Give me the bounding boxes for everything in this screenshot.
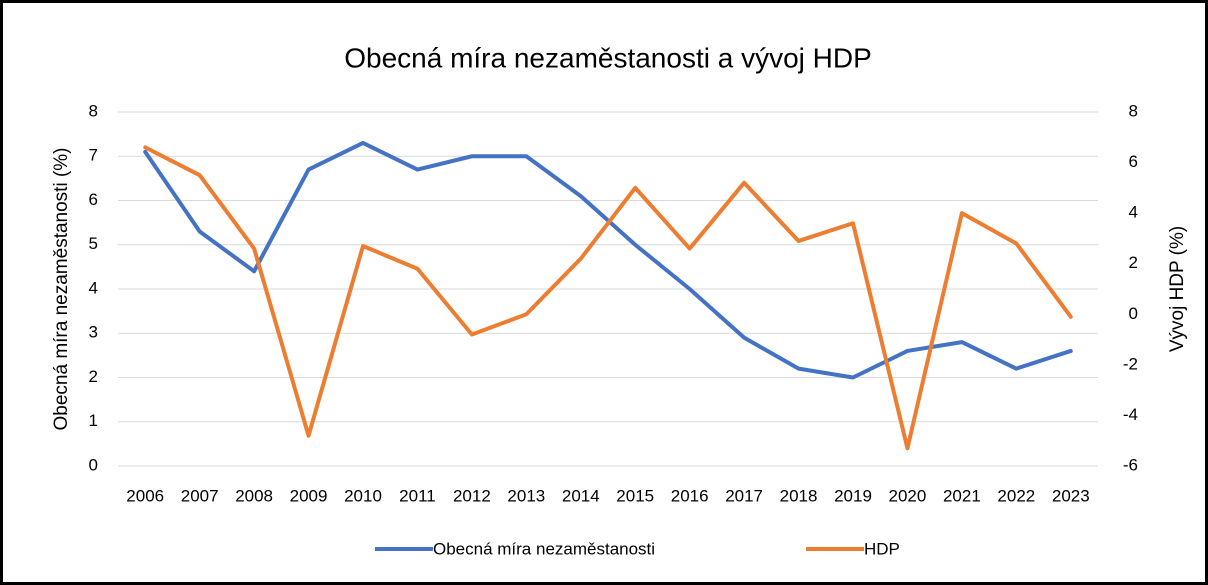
y-tick-label: 8 xyxy=(89,101,98,120)
y-tick-label: 5 xyxy=(89,234,98,253)
x-tick-label: 2021 xyxy=(943,486,981,505)
line-series xyxy=(143,145,1073,451)
x-tick-label: 2020 xyxy=(889,486,927,505)
y2-tick-label: 0 xyxy=(1129,304,1138,323)
chart-title: Obecná míra nezaměstanosti a vývoj HDP xyxy=(344,42,872,73)
legend-label: Obecná míra nezaměstanosti xyxy=(433,539,655,558)
x-tick-label: 2022 xyxy=(997,486,1035,505)
y2-tick-label: -4 xyxy=(1123,405,1138,424)
legend-label: HDP xyxy=(864,539,900,558)
y-tick-label: 7 xyxy=(89,146,98,165)
y-tick-label: 3 xyxy=(89,323,98,342)
x-tick-label: 2023 xyxy=(1052,486,1090,505)
y2-tick-label: -6 xyxy=(1123,455,1138,474)
y-tick-label: 4 xyxy=(89,278,98,297)
x-tick-label: 2011 xyxy=(399,486,436,505)
y2-tick-label: 8 xyxy=(1129,101,1138,120)
y-axis-title: Obecná míra nezaměstanosti (%) xyxy=(51,147,72,430)
x-tick-label: 2015 xyxy=(616,486,654,505)
y-tick-label: 1 xyxy=(89,411,98,430)
x-tick-label: 2012 xyxy=(453,486,491,505)
x-tick-label: 2016 xyxy=(671,486,709,505)
y2-tick-label: 6 xyxy=(1129,152,1138,171)
x-tick-label: 2009 xyxy=(290,486,328,505)
x-tick-label: 2019 xyxy=(834,486,872,505)
x-tick-label: 2007 xyxy=(181,486,219,505)
y-tick-label: 6 xyxy=(89,190,98,209)
x-tick-label: 2013 xyxy=(507,486,545,505)
y2-axis-title: Vývoj HDP (%) xyxy=(1167,226,1188,352)
x-tick-label: 2017 xyxy=(725,486,763,505)
y2-tick-label: -2 xyxy=(1123,354,1138,373)
x-tick-label: 2008 xyxy=(235,486,273,505)
x-tick-label: 2010 xyxy=(344,486,382,505)
x-tick-label: 2014 xyxy=(562,486,600,505)
y-tick-label: 0 xyxy=(89,455,98,474)
y2-tick-label: 2 xyxy=(1129,253,1138,272)
x-tick-label: 2006 xyxy=(126,486,164,505)
y2-tick-label: 4 xyxy=(1129,203,1138,222)
x-tick-label: 2018 xyxy=(780,486,818,505)
y-tick-label: 2 xyxy=(89,367,98,386)
